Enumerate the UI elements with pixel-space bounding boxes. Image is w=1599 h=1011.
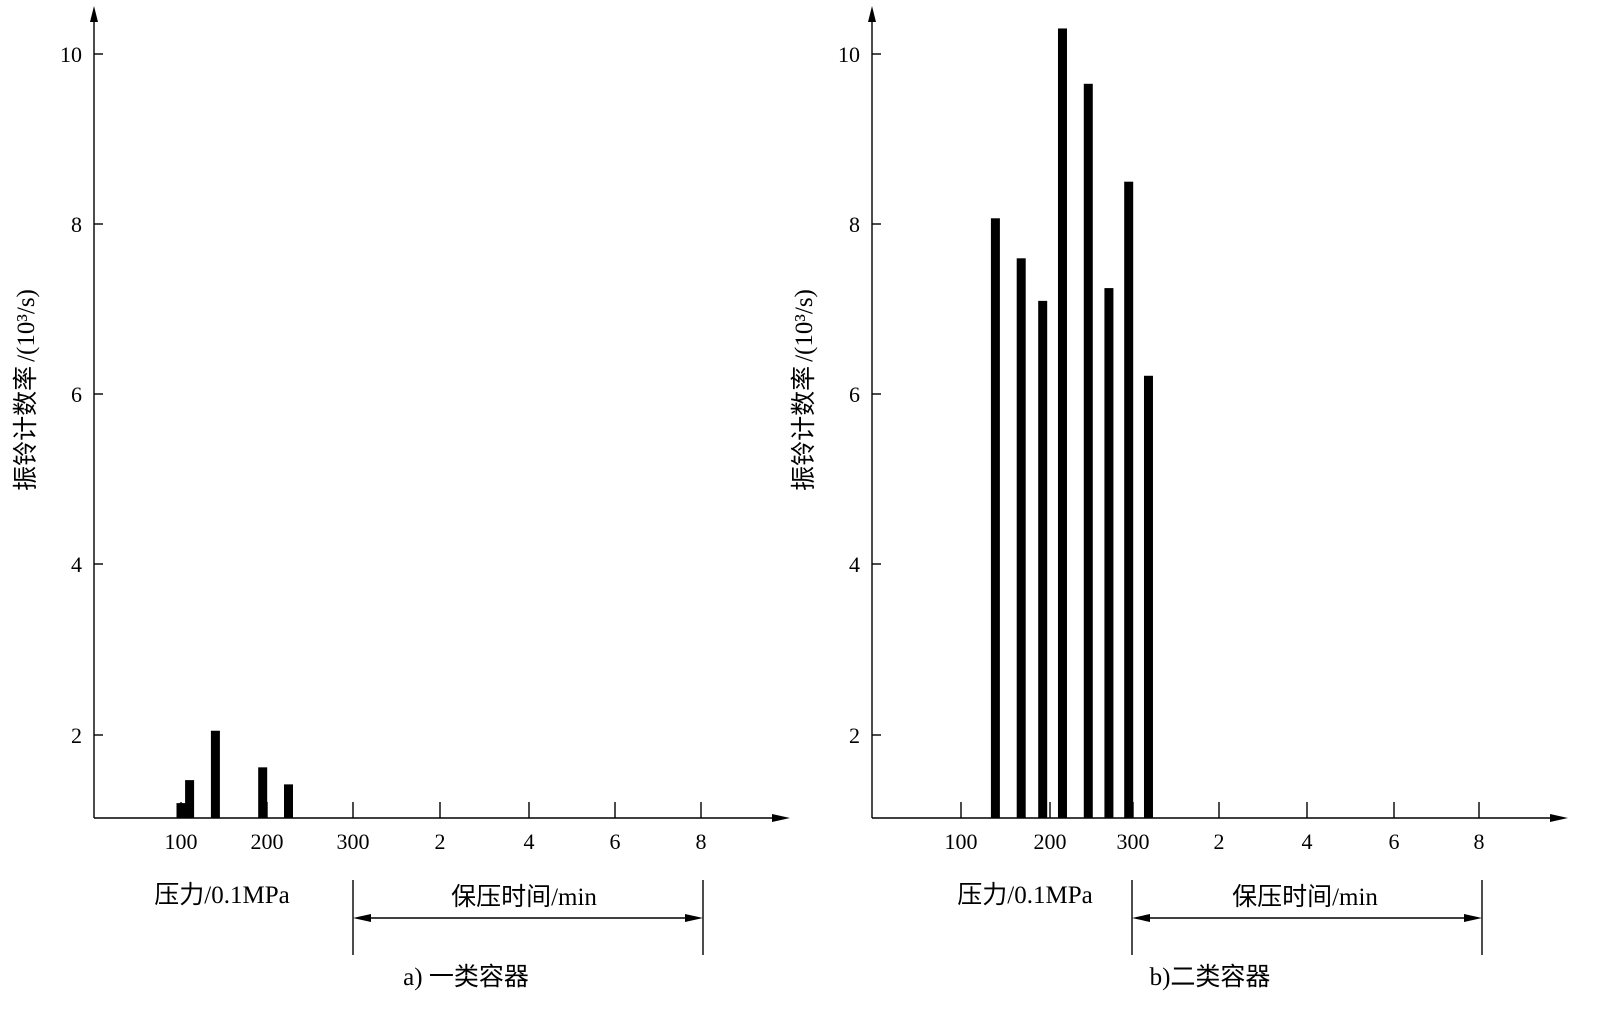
x-tick-label: 200 <box>251 829 284 854</box>
y-tick-label: 10 <box>60 42 82 67</box>
x-tick-label: 2 <box>435 829 446 854</box>
bar <box>176 803 186 818</box>
bar <box>1038 300 1048 818</box>
bar <box>210 730 220 818</box>
chart-panel-a: 2 4 6 8 10 100 200 300 2 4 6 8 振铃计数率/(10³/s) 压力/0.1MP… <box>12 6 790 991</box>
chart-caption: b)二类容器 <box>1150 963 1271 991</box>
y-axis-arrow <box>90 6 98 22</box>
y-tick-label: 8 <box>71 212 82 237</box>
x-tick-label: 8 <box>696 829 707 854</box>
x-tick-label: 2 <box>1214 829 1225 854</box>
x-tick-label: 6 <box>610 829 621 854</box>
bar <box>284 784 293 818</box>
x-tick-label: 8 <box>1474 829 1485 854</box>
x-axis-title-time: 保压时间/min <box>1232 883 1378 911</box>
y-tick-label: 6 <box>849 382 860 407</box>
y-axis-title: 振铃计数率/(10³/s) <box>12 289 40 491</box>
time-bracket-arrow-left <box>1132 914 1150 922</box>
x-tick-label: 300 <box>1117 829 1150 854</box>
bar <box>1104 288 1114 818</box>
x-tick-label: 4 <box>524 829 535 854</box>
bar <box>1016 258 1026 818</box>
bar <box>990 218 1000 818</box>
y-axis-title: 振铃计数率/(10³/s) <box>790 289 818 491</box>
time-bracket-arrow-right <box>1464 914 1482 922</box>
time-bracket-arrow-left <box>353 914 371 922</box>
x-axis-title-pressure: 压力/0.1MPa <box>957 881 1092 909</box>
x-tick-label: 200 <box>1034 829 1067 854</box>
x-axis-title-time: 保压时间/min <box>451 883 597 911</box>
x-tick-label: 100 <box>945 829 978 854</box>
x-axis-title-pressure: 压力/0.1MPa <box>154 881 289 909</box>
x-tick-label: 6 <box>1389 829 1400 854</box>
x-tick-label: 300 <box>337 829 370 854</box>
y-tick-label: 2 <box>849 723 860 748</box>
y-tick-label: 2 <box>71 723 82 748</box>
chart-panel-b: 2 4 6 8 10 100 200 300 2 4 6 8 振铃计数率/(10³/s) 压力/0.1MP… <box>790 6 1568 991</box>
x-tick-label: 100 <box>165 829 198 854</box>
x-axis-arrow <box>1550 814 1568 822</box>
y-tick-label: 4 <box>849 552 860 577</box>
bar <box>1124 181 1134 818</box>
y-tick-label: 8 <box>849 212 860 237</box>
y-tick-label: 10 <box>838 42 860 67</box>
x-tick-label: 4 <box>1302 829 1313 854</box>
bar <box>1143 375 1153 818</box>
bar <box>258 767 268 818</box>
y-tick-label: 4 <box>71 552 82 577</box>
bar <box>185 780 195 818</box>
bar <box>1057 28 1067 818</box>
time-bracket-arrow-right <box>685 914 703 922</box>
y-tick-label: 6 <box>71 382 82 407</box>
chart-caption: a) 一类容器 <box>403 963 529 991</box>
bar <box>1083 83 1093 818</box>
y-axis-arrow <box>868 6 876 22</box>
x-axis-arrow <box>772 814 790 822</box>
